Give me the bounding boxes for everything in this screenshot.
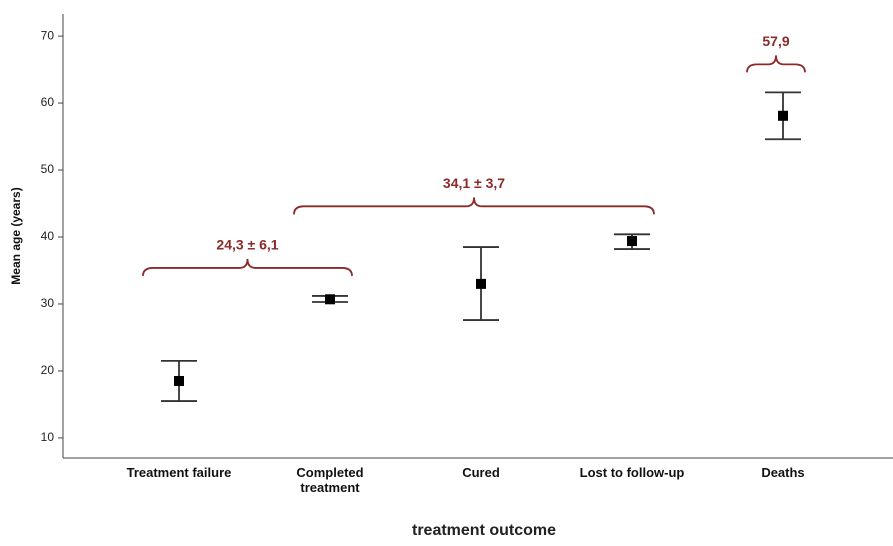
y-tick-label: 30 — [41, 296, 55, 310]
mean-marker — [476, 278, 486, 289]
annotation-brace — [746, 55, 806, 73]
annotation-label: 24,3 ± 6,1 — [216, 237, 278, 253]
y-tick-label: 40 — [41, 229, 55, 243]
annotation-brace — [142, 258, 353, 276]
y-tick-label: 70 — [41, 28, 55, 42]
annotation-label: 57,9 — [762, 33, 789, 49]
annotation-label: 34,1 ± 3,7 — [443, 175, 505, 191]
x-tick-label: Cured — [462, 465, 500, 480]
y-tick-label: 60 — [41, 95, 55, 109]
y-tick-label: 50 — [41, 162, 55, 176]
mean-marker — [325, 294, 335, 305]
x-tick-label: Deaths — [761, 465, 805, 480]
x-tick-label: Completed treatment — [296, 465, 364, 495]
x-tick-label: Treatment failure — [126, 465, 232, 480]
x-tick-label: Lost to follow-up — [579, 465, 685, 480]
mean-marker — [174, 375, 184, 386]
annotation-brace — [293, 197, 655, 215]
y-tick-label: 10 — [41, 430, 55, 444]
y-axis-label: Mean age (years) — [9, 187, 23, 284]
y-tick-label: 20 — [41, 363, 55, 377]
x-axis-label: treatment outcome — [412, 522, 556, 539]
mean-marker — [778, 110, 788, 121]
mean-marker — [627, 236, 637, 247]
